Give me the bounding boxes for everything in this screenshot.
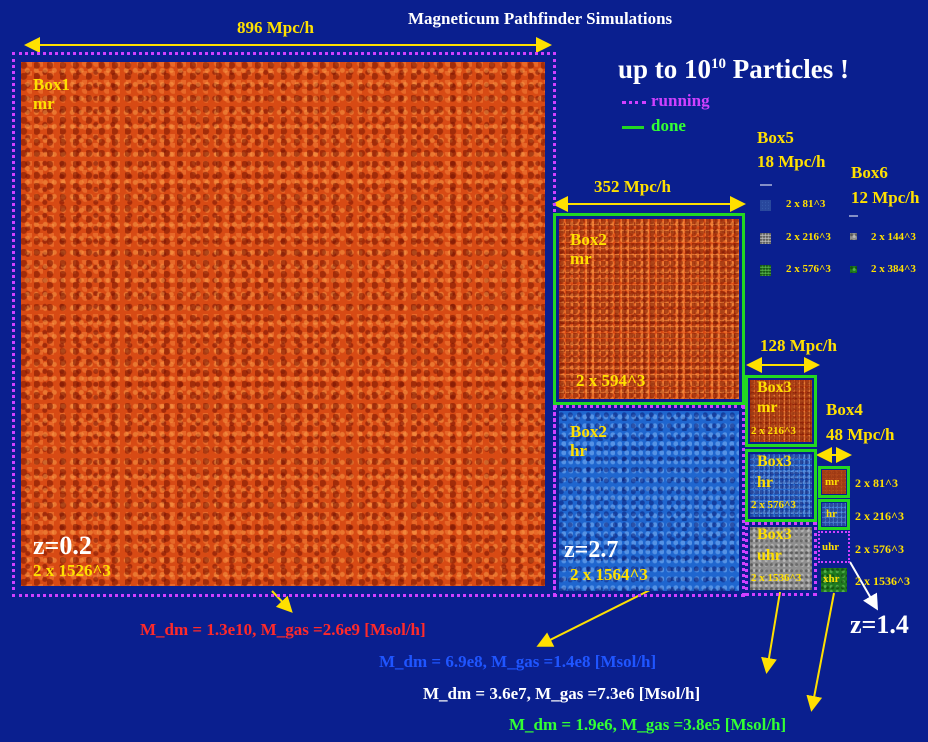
box5-level2-image (760, 233, 771, 244)
box6-level2-particles: 2 x 384^3 (871, 263, 916, 275)
box2-hr-resolution: hr (570, 441, 587, 460)
mass-resolution-xhr: M_dm = 1.9e6, M_gas =3.8e5 [Msol/h] (509, 715, 787, 734)
box6-name: Box6 (851, 163, 888, 182)
box4-hr-simulation-image (822, 503, 846, 526)
box1-particles: 2 x 1526^3 (33, 561, 111, 580)
box4-width-label: 48 Mpc/h (826, 425, 895, 444)
box3-hr-resolution: hr (757, 474, 773, 491)
box3-uhr-simulation-image (750, 527, 812, 590)
box3-hr-simulation-image (750, 454, 812, 517)
box6-width-label: 12 Mpc/h (851, 188, 920, 207)
box3-hr-particles: 2 x 576^3 (751, 499, 796, 511)
box2-hr-particles: 2 x 1564^3 (570, 565, 648, 584)
box5-name: Box5 (757, 128, 794, 147)
box4-mr-particles: 2 x 81^3 (855, 476, 898, 490)
box2-mr-particles: 2 x 594^3 (576, 371, 646, 390)
box3-mr-done-frame (745, 375, 817, 447)
box4-name: Box4 (826, 400, 863, 419)
box1-resolution: mr (33, 94, 55, 113)
box4-redshift: z=1.4 (850, 610, 909, 639)
box5-level1-particles: 2 x 81^3 (786, 198, 826, 210)
box4-uhr-particles: 2 x 576^3 (855, 542, 904, 556)
box3-uhr-resolution: uhr (757, 547, 782, 564)
box1-simulation-image (21, 62, 545, 586)
box2-mr-resolution: mr (570, 249, 592, 268)
box4-hr-particles: 2 x 216^3 (855, 509, 904, 523)
legend-running-label: running (651, 91, 710, 110)
box2-mr-name: Box2 (570, 230, 607, 249)
box3-uhr-particles: 2 x 1536^3 (751, 572, 802, 584)
box5-level3-particles: 2 x 576^3 (786, 263, 831, 275)
mass-arrow-box2 (536, 589, 651, 647)
box6-level2-image (850, 266, 857, 273)
box3-hr-name: Box3 (757, 453, 792, 470)
mass-resolution-mr: M_dm = 1.3e10, M_gas =2.6e9 [Msol/h] (140, 620, 426, 639)
box2-mr-done-frame (553, 213, 745, 405)
particle-headline: up to 1010 Particles ! (618, 54, 849, 84)
legend-running-swatch (622, 101, 646, 104)
box5-level3-image (760, 265, 771, 276)
box4-mr-resolution: mr (825, 476, 840, 488)
box4-xhr-particles: 2 x 1536^3 (855, 574, 910, 588)
box4-uhr-running-frame (818, 531, 850, 563)
mass-resolution-uhr: M_dm = 3.6e7, M_gas =7.3e6 [Msol/h] (423, 684, 701, 703)
box4-mr-simulation-image (822, 470, 846, 494)
box4-uhr-resolution: uhr (822, 541, 840, 553)
box2-hr-running-frame (553, 405, 745, 597)
box5-level2-particles: 2 x 216^3 (786, 231, 831, 243)
mass-arrow-box3 (761, 591, 781, 674)
box2-redshift: z=2.7 (564, 537, 619, 563)
box5-level1-image (760, 200, 771, 211)
box4-xhr-simulation-image (821, 568, 847, 592)
box2-hr-name: Box2 (570, 422, 607, 441)
box3-mr-particles: 2 x 216^3 (751, 425, 796, 437)
legend-done-swatch (622, 126, 644, 129)
box3-hr-done-frame (745, 449, 817, 522)
box4-xhr-resolution: xhr (823, 573, 840, 585)
box3-uhr-name: Box3 (757, 526, 792, 543)
box5-width-label: 18 Mpc/h (757, 152, 826, 171)
box3-uhr-running-frame (745, 522, 817, 596)
box3-mr-simulation-image (750, 380, 812, 442)
box1-redshift: z=0.2 (33, 531, 92, 560)
legend-done-label: done (651, 116, 686, 135)
box6-level1-image (850, 233, 857, 240)
box2-hr-simulation-image (559, 411, 739, 591)
mass-resolution-hr: M_dm = 6.9e8, M_gas =1.4e8 [Msol/h] (379, 652, 657, 671)
diagram-title: Magneticum Pathfinder Simulations (408, 9, 673, 28)
box2-mr-simulation-image (559, 219, 739, 399)
mass-arrow-box4 (806, 592, 835, 712)
box6-level1-particles: 2 x 144^3 (871, 231, 916, 243)
box1-width-label: 896 Mpc/h (237, 18, 314, 37)
box2-width-label: 352 Mpc/h (594, 177, 671, 196)
box1-name: Box1 (33, 75, 70, 94)
box4-hr-done-frame (818, 499, 850, 530)
box3-mr-resolution: mr (757, 399, 778, 416)
box4-mr-done-frame (818, 466, 850, 498)
box4-hr-resolution: hr (826, 508, 837, 520)
box3-mr-name: Box3 (757, 379, 792, 396)
z14-arrow (849, 561, 879, 611)
box3-width-label: 128 Mpc/h (760, 336, 837, 355)
